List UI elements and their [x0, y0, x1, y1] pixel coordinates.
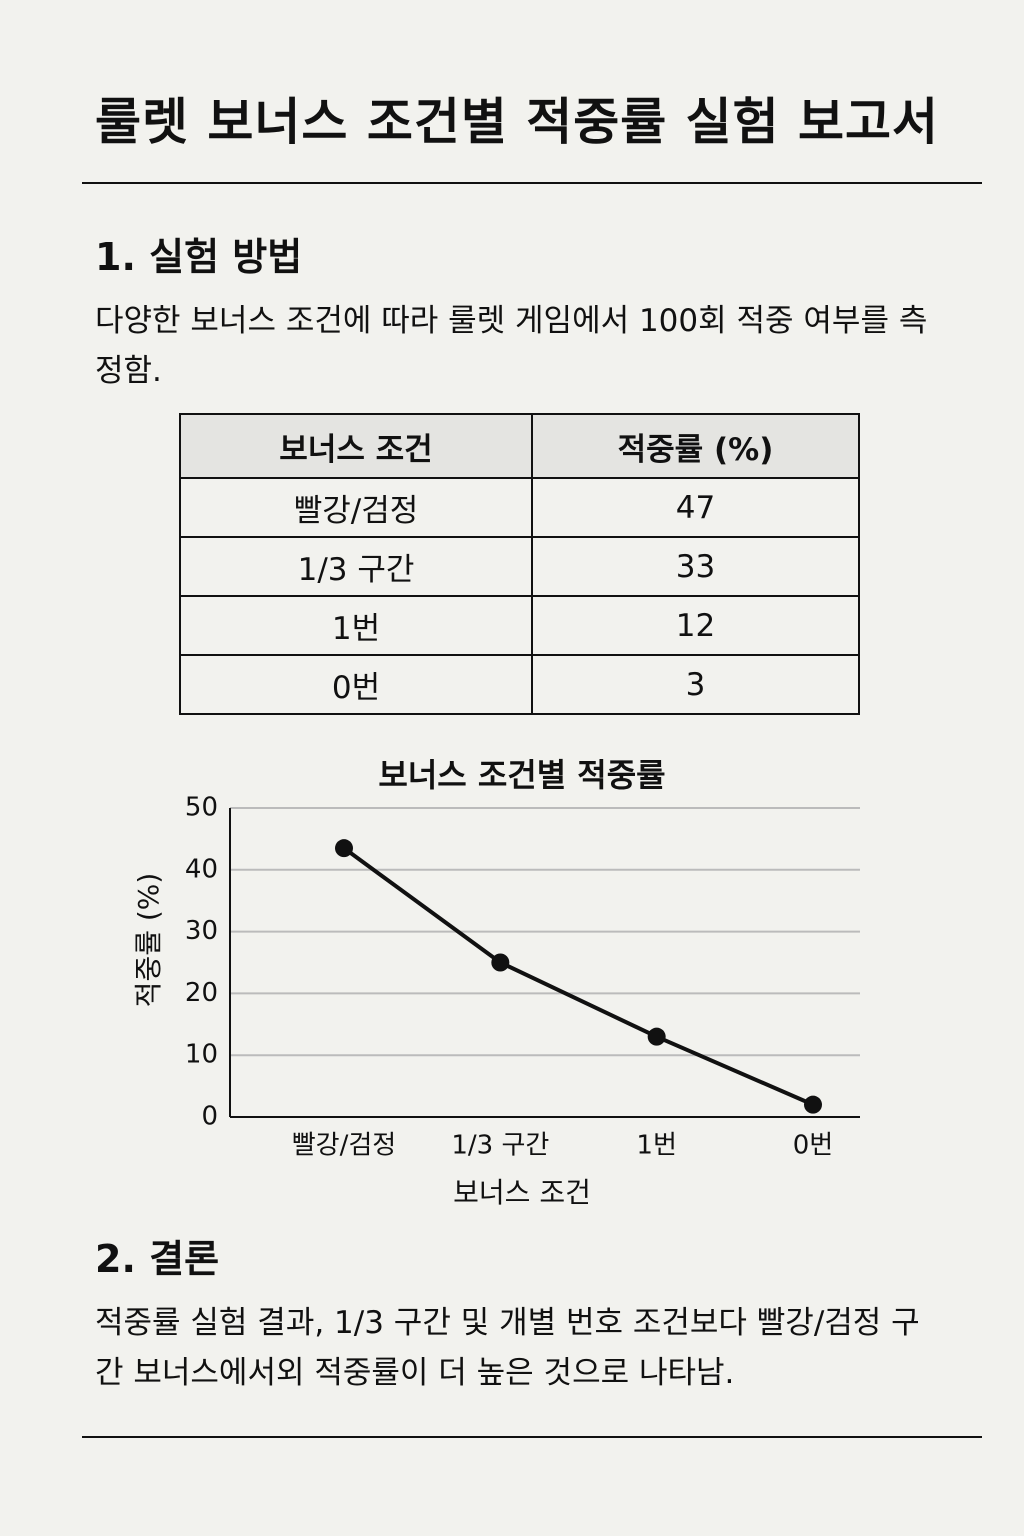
report-title: 룰렛 보너스 조건별 적중률 실험 보고서	[95, 93, 940, 151]
cell: 1번	[179, 595, 533, 656]
x-tick-label: 1번	[636, 1131, 676, 1161]
divider	[82, 182, 982, 184]
point	[804, 1095, 822, 1114]
section-heading: 2. 결론	[95, 1237, 220, 1281]
cell: 33	[531, 536, 860, 597]
section-text: 적중률 실험 결과, 1/3 구간 및 개별 번호 조건보다 빨강/검정 구간 …	[95, 1305, 920, 1391]
point	[491, 953, 510, 972]
cell: 3	[531, 654, 860, 715]
point	[335, 839, 353, 858]
cell: 0번	[179, 654, 533, 715]
point	[647, 1027, 666, 1046]
x-tick-label: 0번	[793, 1131, 833, 1161]
table-row: 0번 3	[179, 654, 860, 715]
x-axis-label: 보너스 조건	[453, 1176, 591, 1209]
y-tick-label: 20	[185, 978, 218, 1008]
table-row: 빨강/검정 47	[179, 477, 860, 538]
cell: 12	[531, 595, 860, 656]
line	[342, 846, 814, 1107]
y-tick-label: 10	[185, 1040, 218, 1070]
cell: 빨강/검정	[179, 477, 533, 538]
chart-title: 보너스 조건별 적중률	[378, 756, 665, 794]
header-cell: 적중률 (%)	[531, 413, 860, 479]
y-tick-label: 50	[185, 793, 218, 823]
divider	[82, 1436, 982, 1438]
chart: 보너스 조건별 적중률 보너스 조건 적중률 (%) 0 10 20 30 40 50 빨강…	[132, 756, 860, 1209]
results-table: 보너스 조건 적중률 (%) 빨강/검정 47 1/3 구간 33 1번 12 0번 3	[179, 413, 860, 715]
x-tick-label: 빨강/검정	[292, 1131, 396, 1161]
table-row: 1/3 구간 33	[179, 536, 860, 597]
y-tick-label: 40	[185, 854, 218, 884]
section-text: 다양한 보너스 조건에 따라 룰렛 게임에서 100회 적중 여부를 측정함.	[95, 303, 928, 389]
y-tick-label: 30	[185, 916, 218, 946]
header-cell: 보너스 조건	[179, 413, 533, 479]
y-tick-label: 0	[201, 1102, 218, 1132]
table-row: 1번 12	[179, 595, 860, 656]
cell: 47	[531, 477, 860, 538]
cell: 1/3 구간	[179, 536, 533, 597]
x-tick-label: 1/3 구간	[451, 1131, 549, 1161]
section-heading: 1. 실험 방법	[95, 235, 303, 279]
table-header: 보너스 조건 적중률 (%)	[179, 413, 860, 479]
y-axis-label: 적중률 (%)	[132, 873, 165, 1008]
